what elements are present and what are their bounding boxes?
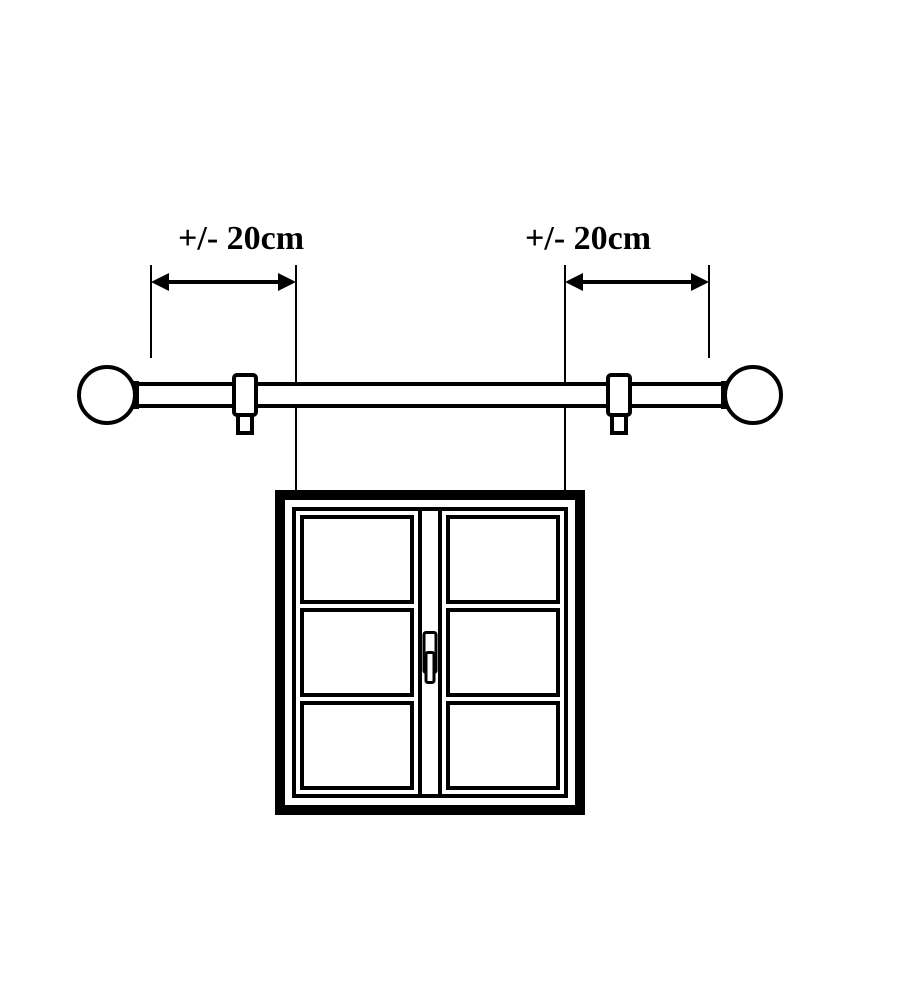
overhang-label-left: +/- 20cm bbox=[178, 220, 304, 258]
diagram-svg bbox=[0, 0, 900, 1000]
overhang-label-right: +/- 20cm bbox=[525, 220, 651, 258]
diagram-canvas: +/- 20cm +/- 20cm bbox=[0, 0, 900, 1000]
